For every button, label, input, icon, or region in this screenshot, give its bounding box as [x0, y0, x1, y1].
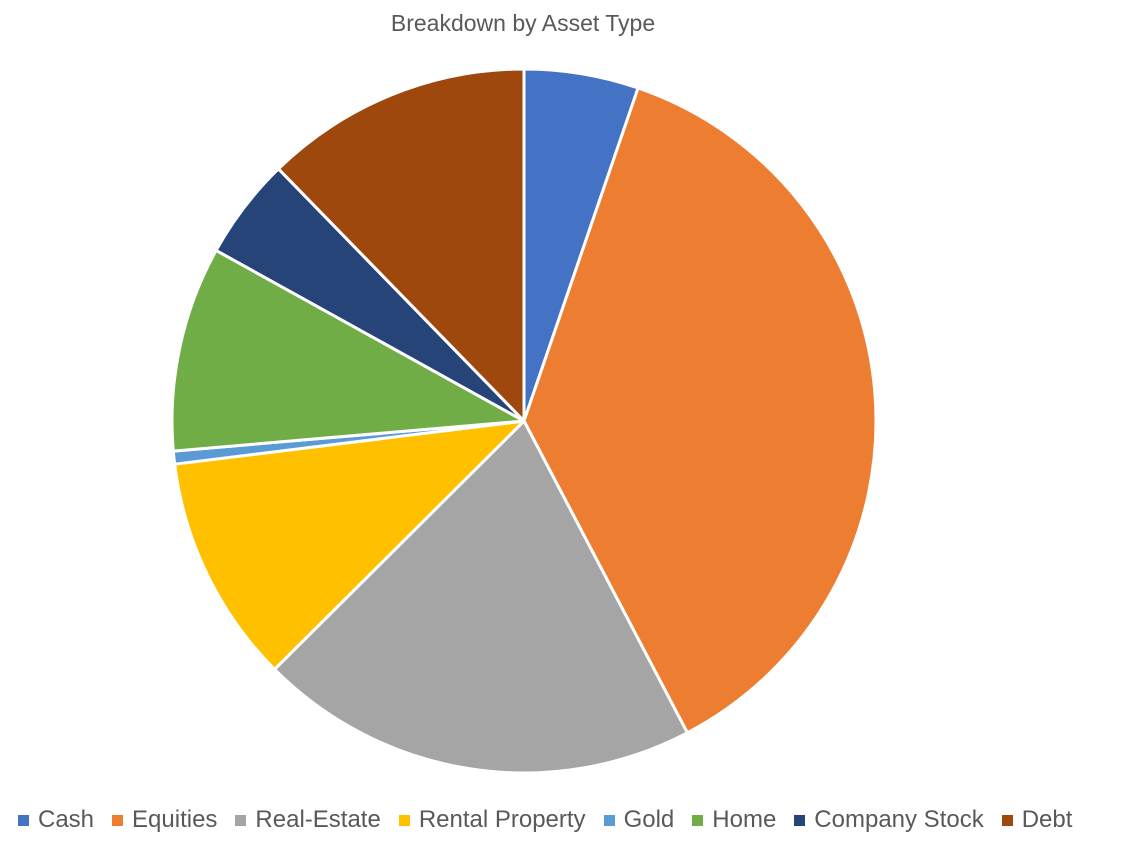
- legend-label-rental-property: Rental Property: [418, 806, 586, 833]
- legend-swatch-debt: [1001, 814, 1013, 826]
- legend-item-debt: Debt: [1001, 806, 1073, 834]
- pie-slice-home: [170, 248, 526, 453]
- pie-slice-real-estate: [273, 419, 689, 775]
- pie-slice-equities: [522, 86, 878, 735]
- legend-swatch-home: [692, 814, 704, 826]
- legend-label-debt: Debt: [1021, 806, 1073, 833]
- legend-item-company-stock: Company Stock: [794, 806, 984, 834]
- legend-swatch-rental-property: [398, 814, 410, 826]
- legend-swatch-company-stock: [794, 814, 806, 826]
- pie-slice-rental-property: [173, 419, 526, 671]
- legend-label-home: Home: [712, 806, 777, 833]
- legend-item-cash: Cash: [18, 806, 94, 834]
- pie-chart: [170, 67, 878, 775]
- chart-legend: Cash Equities Real-Estate Rental Property Go…: [18, 806, 1138, 834]
- legend-swatch-gold: [603, 814, 615, 826]
- legend-label-cash: Cash: [38, 806, 95, 833]
- legend-label-company-stock: Company Stock: [814, 806, 984, 833]
- legend-label-equities: Equities: [132, 806, 218, 833]
- legend-swatch-equities: [112, 814, 124, 826]
- legend-item-real-estate: Real-Estate: [235, 806, 381, 834]
- legend-label-gold: Gold: [623, 806, 675, 833]
- legend-swatch-cash: [18, 814, 29, 826]
- legend-item-rental-property: Rental Property: [398, 806, 586, 834]
- legend-swatch-real-estate: [235, 814, 247, 826]
- chart-title: Breakdown by Asset Type: [390, 10, 656, 36]
- pie-slice-debt: [276, 67, 526, 423]
- legend-item-equities: Equities: [112, 806, 217, 834]
- legend-item-gold: Gold: [603, 806, 675, 834]
- legend-label-real-estate: Real-Estate: [255, 806, 381, 833]
- legend-item-home: Home: [692, 806, 776, 834]
